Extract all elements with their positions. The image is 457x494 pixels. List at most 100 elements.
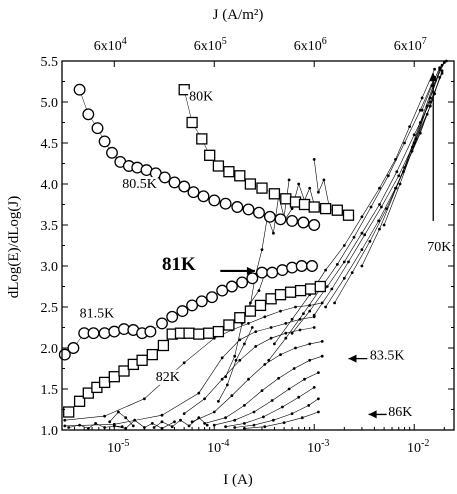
curve-point (273, 342, 276, 346)
curve-point (308, 309, 312, 313)
annotation-bg (78, 306, 116, 322)
curve-point (143, 397, 146, 401)
circle-marker (206, 291, 218, 304)
square-marker (203, 327, 215, 339)
curve-point (197, 391, 201, 395)
curve-point (382, 223, 386, 227)
circle-marker (144, 325, 157, 338)
square-marker (280, 193, 292, 205)
curve-point (360, 264, 364, 268)
curve-point (238, 358, 242, 362)
circle-marker (246, 272, 259, 285)
curve-point (267, 358, 271, 362)
square-marker (183, 327, 195, 339)
annotation-label: 82K (156, 370, 180, 385)
x-axis-title: I (A) (223, 472, 253, 488)
curve-point (360, 248, 364, 252)
curve-point (290, 412, 294, 415)
circle-marker (108, 325, 121, 338)
square-marker (136, 354, 148, 366)
curve-point (249, 301, 252, 305)
curve-point (234, 358, 238, 362)
circle-marker (274, 213, 287, 226)
curve-point (294, 305, 297, 309)
curve-point (414, 137, 418, 141)
curve-point (179, 418, 182, 422)
curve-point (182, 361, 186, 365)
circle-marker (73, 83, 86, 96)
curve-point (290, 331, 294, 335)
y-axis-title: dLog(E)/dLog(J) (6, 196, 22, 298)
square-marker (304, 283, 317, 295)
annotation-label: 70K (427, 240, 451, 255)
curve-point (317, 410, 320, 414)
curve-point (272, 231, 275, 235)
curve-point (378, 227, 381, 231)
circle-marker (256, 266, 268, 279)
circle-marker (263, 210, 276, 223)
circle-marker (168, 176, 181, 189)
annotation-label: 86K (388, 405, 412, 420)
curve-point (418, 131, 422, 135)
curve-point (320, 340, 324, 343)
curve-point (203, 397, 207, 401)
curve-point (260, 248, 264, 252)
curve-point (320, 354, 324, 358)
curve-point (282, 421, 286, 424)
square-marker (256, 182, 268, 194)
circle-marker (166, 310, 179, 323)
circle-marker (295, 260, 308, 272)
square-marker (178, 84, 190, 96)
circle-marker (156, 317, 168, 330)
circle-marker (187, 186, 200, 199)
curve-point (412, 133, 416, 137)
curve-point (224, 425, 228, 429)
curve-point (220, 377, 224, 381)
annotation-label: 80.5K (122, 177, 157, 192)
circle-marker (286, 214, 299, 227)
curve-point (108, 420, 112, 424)
curve-point (250, 326, 254, 329)
curve-point (78, 423, 81, 427)
curve-line-23 (313, 159, 330, 205)
square-marker (234, 170, 246, 182)
top-axis-title: J (A/m²) (213, 7, 264, 23)
curve-point (220, 356, 224, 360)
circle-marker (195, 295, 208, 308)
curve-point (131, 424, 135, 428)
curve-point (197, 416, 201, 420)
annotation-bg (121, 177, 158, 193)
curve-point (233, 418, 237, 422)
y-tick-label: 3.0 (41, 260, 59, 275)
circle-marker (286, 261, 299, 274)
curve-point (86, 427, 90, 430)
y-tick-label: 3.5 (41, 219, 59, 234)
annotations: 80K 80.5K 81K 81.5K 82K 83.5K 86K 70K (78, 73, 453, 421)
curve-point (352, 235, 356, 239)
circle-marker (208, 194, 221, 207)
curve-point (378, 186, 381, 190)
circle-marker (242, 203, 255, 216)
curve-point (386, 174, 390, 178)
square-marker (118, 365, 130, 377)
curve-point (292, 367, 296, 370)
curve-line-0 (64, 302, 323, 421)
circle-marker (176, 305, 189, 318)
square-marker (308, 201, 320, 213)
x-tick-label: 10-4 (207, 438, 229, 456)
circle-marker (98, 135, 111, 148)
curve-point (284, 331, 288, 335)
curve-line-13 (325, 77, 440, 308)
curve-point (440, 69, 444, 73)
curve-point (330, 287, 334, 291)
curve-point (230, 394, 234, 397)
curve-point (308, 358, 312, 362)
circle-marker (98, 327, 111, 340)
curve-point (217, 399, 220, 403)
curve-point (279, 309, 282, 313)
curve-point (262, 415, 265, 419)
curve-point (170, 425, 174, 429)
curve-point (395, 170, 399, 174)
curve-point (433, 67, 436, 71)
circle-marker (197, 190, 210, 203)
